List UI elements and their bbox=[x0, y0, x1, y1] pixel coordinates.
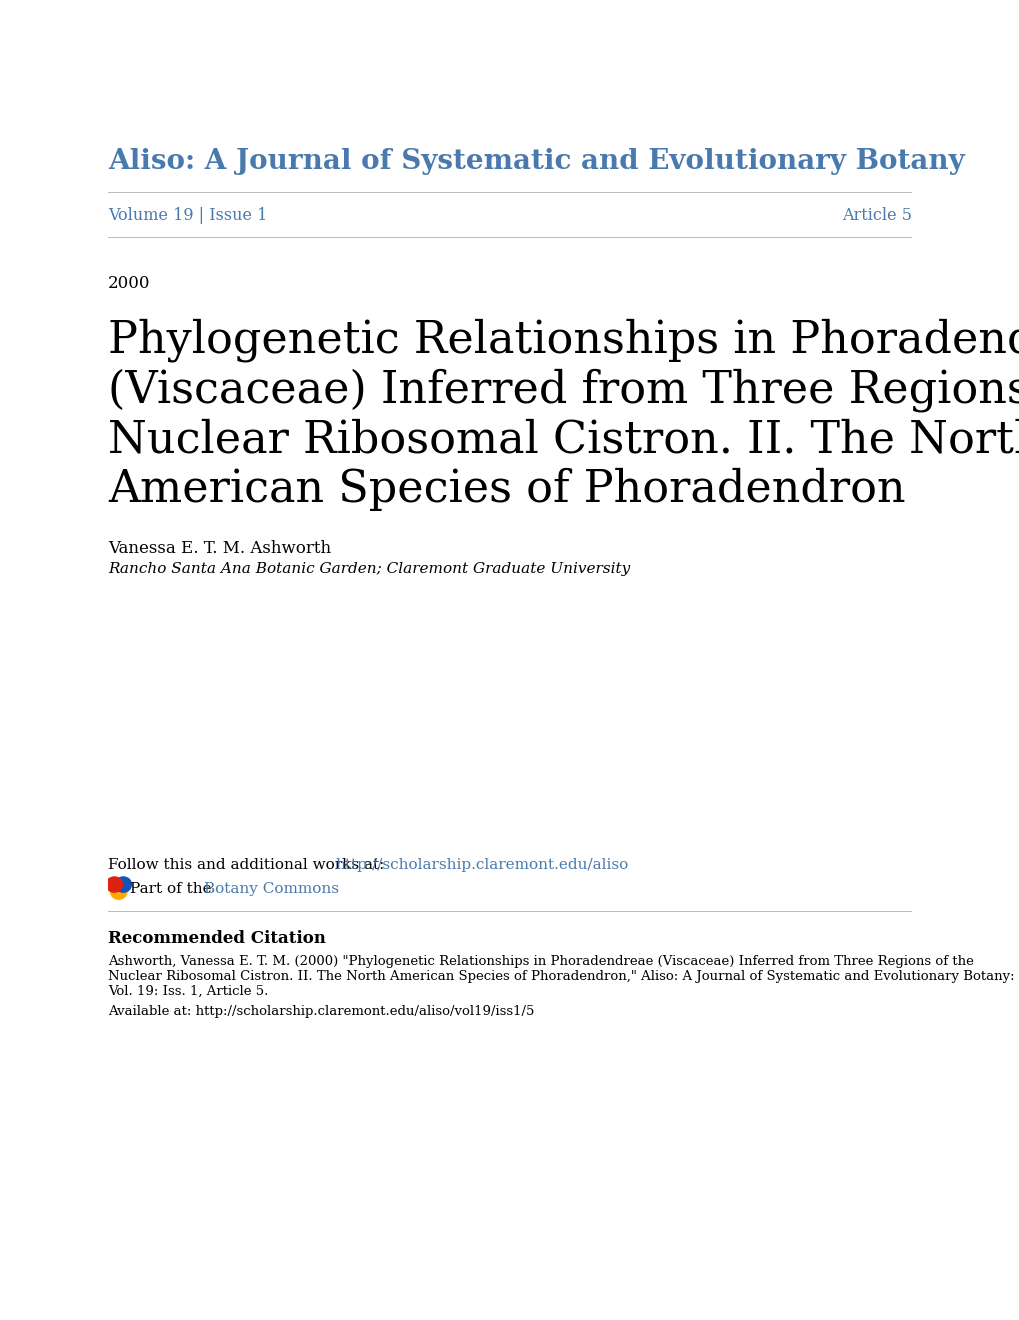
Text: Nuclear Ribosomal Cistron. II. The North American Species of Phoradendron," Alis: Nuclear Ribosomal Cistron. II. The North… bbox=[108, 970, 1014, 983]
Text: Ashworth, Vanessa E. T. M. (2000) "Phylogenetic Relationships in Phoradendreae (: Ashworth, Vanessa E. T. M. (2000) "Phylo… bbox=[108, 954, 973, 968]
Text: Aliso: A Journal of Systematic and Evolutionary Botany: Aliso: A Journal of Systematic and Evolu… bbox=[108, 148, 964, 176]
Text: Article 5: Article 5 bbox=[841, 207, 911, 224]
Text: Part of the: Part of the bbox=[129, 882, 216, 896]
Text: (Viscaceae) Inferred from Three Regions of the: (Viscaceae) Inferred from Three Regions … bbox=[108, 368, 1019, 412]
Text: Recommended Citation: Recommended Citation bbox=[108, 931, 325, 946]
Text: Vol. 19: Iss. 1, Article 5.: Vol. 19: Iss. 1, Article 5. bbox=[108, 985, 268, 998]
Text: Botany Commons: Botany Commons bbox=[204, 882, 338, 896]
Text: Phylogenetic Relationships in Phoradendreae: Phylogenetic Relationships in Phoradendr… bbox=[108, 318, 1019, 362]
Text: Rancho Santa Ana Botanic Garden; Claremont Graduate University: Rancho Santa Ana Botanic Garden; Claremo… bbox=[108, 562, 630, 576]
Text: Vanessa E. T. M. Ashworth: Vanessa E. T. M. Ashworth bbox=[108, 540, 331, 557]
Circle shape bbox=[110, 884, 126, 899]
Text: 2000: 2000 bbox=[108, 275, 151, 292]
Text: Volume 19 | Issue 1: Volume 19 | Issue 1 bbox=[108, 207, 267, 224]
Circle shape bbox=[106, 876, 122, 892]
Text: Available at: http://scholarship.claremont.edu/aliso/vol19/iss1/5: Available at: http://scholarship.claremo… bbox=[108, 1005, 534, 1018]
Text: American Species of Phoradendron: American Species of Phoradendron bbox=[108, 469, 905, 511]
Text: http://scholarship.claremont.edu/aliso: http://scholarship.claremont.edu/aliso bbox=[335, 858, 628, 873]
Text: Follow this and additional works at:: Follow this and additional works at: bbox=[108, 858, 389, 873]
Circle shape bbox=[115, 876, 131, 892]
Text: Nuclear Ribosomal Cistron. II. The North: Nuclear Ribosomal Cistron. II. The North bbox=[108, 418, 1019, 461]
